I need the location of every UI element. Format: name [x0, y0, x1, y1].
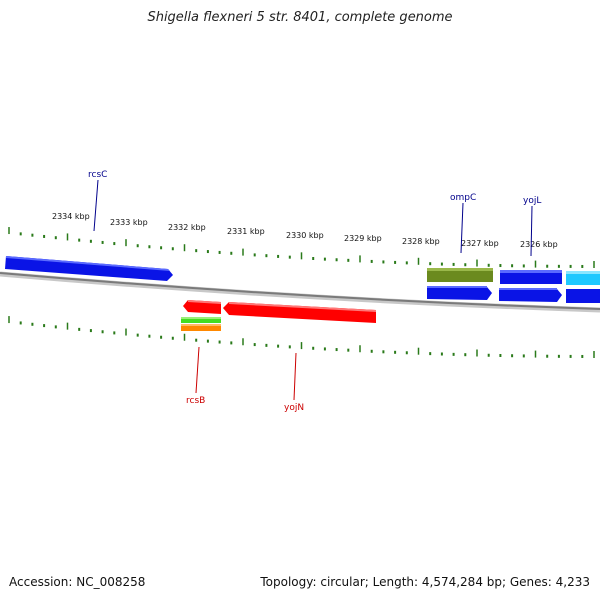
scale-label: 2329 kbp: [344, 234, 382, 243]
gene-forward-c[interactable]: [566, 271, 600, 285]
scale-label: 2326 kbp: [520, 240, 558, 249]
scale-label: 2327 kbp: [461, 239, 499, 248]
scale-ticks-top: [8, 227, 595, 268]
gene-yojL[interactable]: [500, 270, 562, 284]
gene-reverse-orange[interactable]: [181, 324, 221, 331]
scale-labels: 2334 kbp 2333 kbp 2332 kbp 2331 kbp 2330…: [52, 212, 558, 249]
gene-ompC[interactable]: [427, 268, 493, 282]
gene-label-rcsC[interactable]: rcsC: [88, 170, 107, 180]
gene-rcsB[interactable]: [183, 300, 221, 314]
gene-forward-b[interactable]: [499, 288, 562, 302]
gene-forward-a[interactable]: [427, 286, 492, 300]
gene-label-yojL[interactable]: yojL: [523, 196, 541, 206]
genome-summary-text: Topology: circular; Length: 4,574,284 bp…: [260, 575, 590, 589]
scale-label: 2334 kbp: [52, 212, 90, 221]
scale-label: 2332 kbp: [168, 223, 206, 232]
scale-ticks-bottom: [8, 316, 595, 358]
gene-label-ompC[interactable]: ompC: [450, 193, 476, 203]
scale-label: 2330 kbp: [286, 231, 324, 240]
accession-text: Accession: NC_008258: [9, 575, 146, 589]
gene-reverse-green[interactable]: [181, 317, 221, 323]
scale-label: 2331 kbp: [227, 227, 265, 236]
gene-label-yojN[interactable]: yojN: [284, 403, 304, 413]
scale-label: 2328 kbp: [402, 237, 440, 246]
gene-forward-d[interactable]: [566, 289, 600, 303]
gene-label-rcsB[interactable]: rcsB: [186, 396, 205, 406]
genome-backbone: [0, 271, 600, 313]
gene-rcsC[interactable]: [5, 256, 173, 281]
genome-title: Shigella flexneri 5 str. 8401, complete …: [147, 10, 453, 25]
gene-yojN[interactable]: [223, 302, 376, 323]
scale-label: 2333 kbp: [110, 218, 148, 227]
label-leaders: [93, 179, 533, 401]
